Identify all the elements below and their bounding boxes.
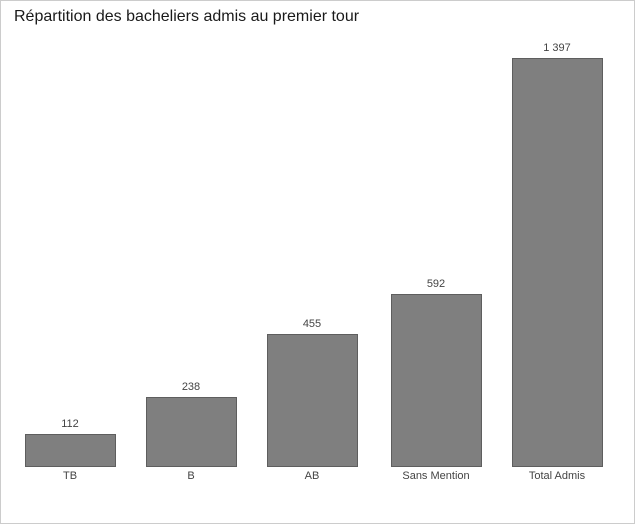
bar-tb[interactable] [24,434,116,467]
category-label-total-admis: Total Admis [528,470,586,482]
category-label-ab: AB [304,470,320,482]
bar-ab[interactable] [266,334,358,467]
category-label-b: B [187,470,195,482]
category-label-tb: TB [62,470,78,482]
category-label-sans-mention: Sans Mention [402,470,470,482]
bar-value-label: 592 [426,278,446,290]
bar-b[interactable] [145,397,237,467]
bar-value-label: 455 [302,318,322,330]
plot-area: 112 238 455 592 1 397 [1,1,635,467]
bar-value-label: 238 [181,381,201,393]
bar-total-admis[interactable] [511,58,603,467]
bar-value-label: 112 [61,418,79,430]
bar-value-label: 1 397 [543,42,571,54]
chart-title: Répartition des bacheliers admis au prem… [14,8,360,25]
bar-sans-mention[interactable] [390,294,482,467]
x-axis-labels: TB B AB Sans Mention Total Admis [1,470,635,486]
